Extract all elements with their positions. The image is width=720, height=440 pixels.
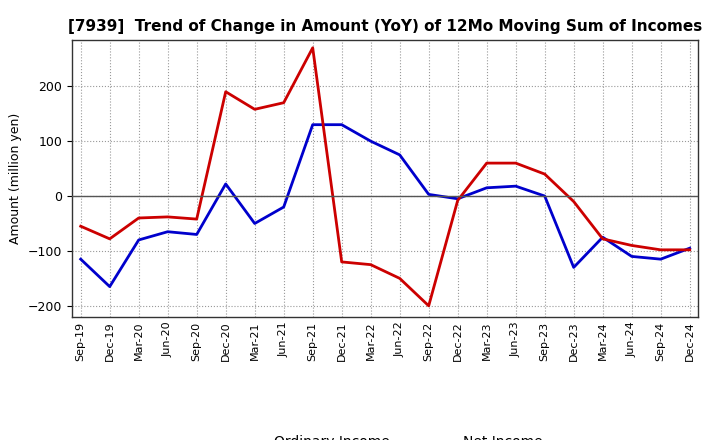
Net Income <box>221 89 230 95</box>
Net Income <box>454 198 462 203</box>
Net Income <box>541 172 549 177</box>
Ordinary Income <box>135 237 143 242</box>
Ordinary Income <box>366 139 375 144</box>
Ordinary Income <box>192 232 201 237</box>
Net Income <box>366 262 375 267</box>
Ordinary Income <box>598 235 607 240</box>
Net Income <box>279 100 288 105</box>
Ordinary Income <box>570 265 578 270</box>
Net Income <box>163 214 172 220</box>
Line: Ordinary Income: Ordinary Income <box>81 125 690 286</box>
Ordinary Income <box>279 204 288 209</box>
Title: [7939]  Trend of Change in Amount (YoY) of 12Mo Moving Sum of Incomes: [7939] Trend of Change in Amount (YoY) o… <box>68 19 702 34</box>
Net Income <box>511 161 520 166</box>
Ordinary Income <box>511 183 520 189</box>
Net Income <box>308 45 317 51</box>
Ordinary Income <box>395 152 404 158</box>
Ordinary Income <box>105 284 114 289</box>
Line: Net Income: Net Income <box>81 48 690 306</box>
Ordinary Income <box>251 221 259 226</box>
Net Income <box>338 259 346 264</box>
Ordinary Income <box>163 229 172 235</box>
Ordinary Income <box>308 122 317 127</box>
Net Income <box>570 199 578 204</box>
Legend: Ordinary Income, Net Income: Ordinary Income, Net Income <box>222 429 548 440</box>
Net Income <box>192 216 201 222</box>
Net Income <box>627 243 636 248</box>
Net Income <box>598 236 607 242</box>
Net Income <box>76 224 85 229</box>
Net Income <box>135 215 143 220</box>
Net Income <box>482 161 491 166</box>
Net Income <box>657 247 665 253</box>
Ordinary Income <box>424 192 433 197</box>
Ordinary Income <box>685 246 694 251</box>
Net Income <box>424 303 433 308</box>
Ordinary Income <box>627 254 636 259</box>
Y-axis label: Amount (million yen): Amount (million yen) <box>9 113 22 244</box>
Net Income <box>395 276 404 281</box>
Ordinary Income <box>221 181 230 187</box>
Net Income <box>685 247 694 253</box>
Net Income <box>105 236 114 242</box>
Ordinary Income <box>454 196 462 202</box>
Ordinary Income <box>541 194 549 199</box>
Ordinary Income <box>338 122 346 127</box>
Net Income <box>251 106 259 112</box>
Ordinary Income <box>657 257 665 262</box>
Ordinary Income <box>76 257 85 262</box>
Ordinary Income <box>482 185 491 191</box>
